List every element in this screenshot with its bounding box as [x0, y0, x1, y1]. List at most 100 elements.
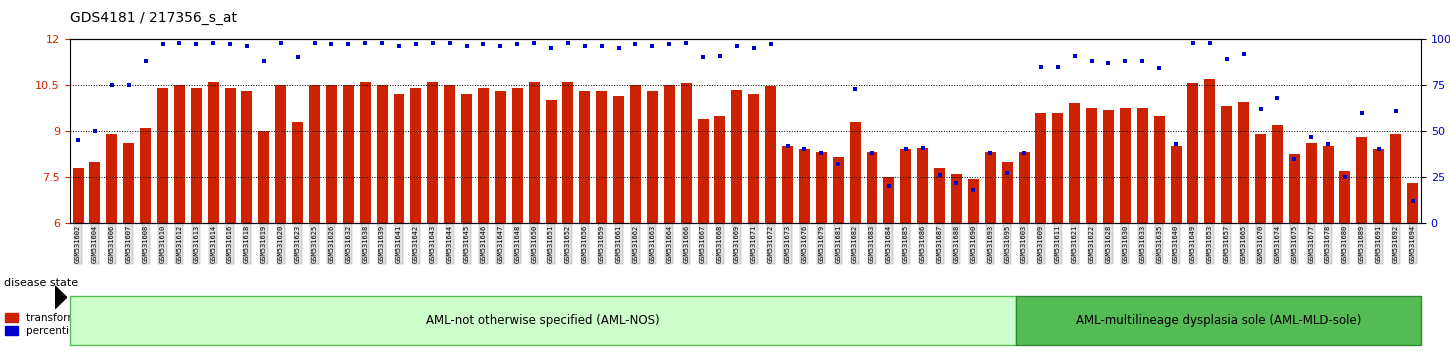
Bar: [900, 149, 911, 223]
Bar: [1340, 171, 1350, 223]
Polygon shape: [55, 286, 67, 309]
Point: [928, 172, 951, 178]
Bar: [1103, 109, 1114, 223]
Bar: [1188, 84, 1199, 223]
Bar: [697, 119, 709, 223]
Bar: [1170, 146, 1182, 223]
Bar: [1154, 116, 1164, 223]
Bar: [832, 157, 844, 223]
Point: [320, 42, 344, 47]
Bar: [494, 91, 506, 223]
Point: [387, 44, 410, 49]
Bar: [1322, 146, 1334, 223]
Point: [371, 40, 394, 45]
Point: [1266, 95, 1289, 101]
Bar: [377, 85, 387, 223]
Point: [1248, 106, 1272, 112]
Point: [709, 53, 732, 58]
Bar: [512, 88, 523, 223]
Bar: [360, 82, 371, 223]
Bar: [799, 149, 811, 223]
Bar: [680, 84, 692, 223]
Bar: [545, 100, 557, 223]
Point: [608, 45, 631, 51]
Point: [590, 44, 613, 49]
Bar: [596, 91, 608, 223]
Point: [557, 40, 580, 45]
Bar: [1053, 113, 1063, 223]
Point: [336, 42, 360, 47]
Point: [1131, 58, 1154, 64]
Bar: [613, 96, 624, 223]
Point: [184, 42, 207, 47]
Bar: [883, 177, 895, 223]
Bar: [393, 94, 405, 223]
Point: [1317, 141, 1340, 147]
Bar: [580, 91, 590, 223]
Bar: [1205, 79, 1215, 223]
Point: [1350, 110, 1373, 115]
Point: [420, 40, 444, 45]
Bar: [276, 85, 286, 223]
Bar: [1119, 108, 1131, 223]
Text: AML-multilineage dysplasia sole (AML-MLD-sole): AML-multilineage dysplasia sole (AML-MLD…: [1076, 314, 1362, 327]
Point: [235, 44, 258, 49]
Bar: [1137, 108, 1148, 223]
Point: [996, 171, 1019, 176]
Bar: [850, 122, 861, 223]
Bar: [967, 178, 979, 223]
Point: [1334, 174, 1357, 180]
Bar: [529, 82, 539, 223]
Bar: [647, 91, 658, 223]
Point: [438, 40, 461, 45]
Point: [286, 55, 309, 60]
Point: [354, 40, 377, 45]
Point: [573, 44, 596, 49]
Point: [895, 147, 918, 152]
Point: [1401, 198, 1424, 204]
Point: [252, 58, 276, 64]
Point: [522, 40, 545, 45]
Point: [1080, 58, 1103, 64]
Point: [860, 150, 883, 156]
Point: [1367, 147, 1391, 152]
Point: [742, 45, 766, 51]
Bar: [563, 82, 573, 223]
Point: [67, 137, 90, 143]
Point: [945, 180, 969, 185]
Point: [1283, 156, 1306, 161]
Bar: [731, 90, 742, 223]
Bar: [782, 146, 793, 223]
Point: [1385, 108, 1408, 114]
Point: [405, 42, 428, 47]
Point: [1030, 64, 1053, 69]
Text: GDS4181 / 217356_s_at: GDS4181 / 217356_s_at: [70, 11, 236, 25]
Point: [202, 40, 225, 45]
Point: [1299, 134, 1322, 139]
Bar: [1221, 107, 1232, 223]
Legend: transformed count, percentile rank within the sample: transformed count, percentile rank withi…: [6, 313, 202, 336]
Point: [1232, 51, 1256, 57]
Bar: [90, 162, 100, 223]
Bar: [478, 88, 489, 223]
Point: [117, 82, 141, 88]
Point: [151, 42, 174, 47]
Bar: [157, 88, 168, 223]
Bar: [1069, 103, 1080, 223]
Bar: [715, 116, 725, 223]
Bar: [1356, 137, 1367, 223]
Bar: [766, 86, 776, 223]
Bar: [258, 131, 270, 223]
Text: disease state: disease state: [4, 278, 78, 288]
Bar: [461, 94, 473, 223]
Bar: [123, 143, 135, 223]
Point: [303, 40, 326, 45]
Bar: [326, 85, 336, 223]
Bar: [816, 153, 826, 223]
Point: [826, 161, 850, 167]
Point: [133, 58, 157, 64]
Point: [979, 150, 1002, 156]
Point: [1215, 56, 1238, 62]
Bar: [748, 94, 760, 223]
Bar: [918, 148, 928, 223]
